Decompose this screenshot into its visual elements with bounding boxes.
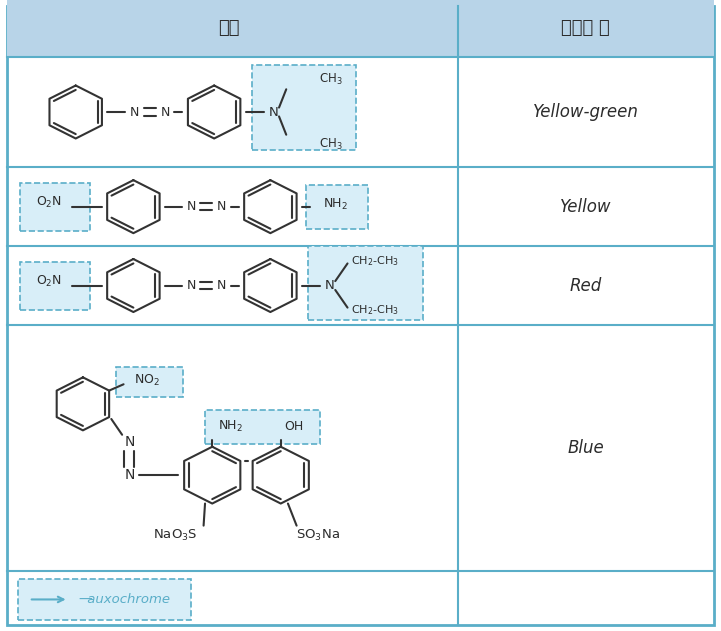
Text: N: N	[268, 105, 278, 119]
Bar	[205, 410, 320, 444]
Bar	[18, 579, 191, 620]
Text: Yellow-green: Yellow-green	[533, 103, 639, 121]
Text: NH$_2$: NH$_2$	[323, 198, 348, 212]
Text: N: N	[186, 200, 196, 213]
Text: O$_2$N: O$_2$N	[36, 274, 62, 289]
Text: Blue: Blue	[567, 439, 604, 457]
Text: CH$_3$: CH$_3$	[319, 73, 342, 87]
Bar	[20, 182, 90, 230]
Text: N: N	[124, 468, 135, 482]
Text: NH$_2$: NH$_2$	[218, 419, 243, 434]
Bar	[116, 367, 183, 397]
Bar	[306, 184, 368, 228]
Text: 구조: 구조	[218, 20, 239, 37]
Text: —: —	[79, 593, 97, 606]
Text: Red: Red	[570, 276, 602, 295]
Text: N: N	[216, 200, 226, 213]
Text: NO$_2$: NO$_2$	[134, 373, 160, 388]
Bar	[20, 261, 90, 309]
Text: N: N	[160, 105, 170, 119]
Bar	[7, 0, 714, 57]
Text: CH$_2$-CH$_3$: CH$_2$-CH$_3$	[351, 304, 399, 317]
Text: 관찰된 색: 관찰된 색	[562, 20, 610, 37]
Text: CH$_2$-CH$_3$: CH$_2$-CH$_3$	[351, 254, 399, 268]
Text: CH$_3$: CH$_3$	[319, 137, 342, 151]
Text: auxochrome: auxochrome	[83, 593, 170, 606]
Text: SO$_3$Na: SO$_3$Na	[296, 528, 340, 543]
Text: N: N	[324, 279, 335, 292]
Bar	[308, 246, 423, 320]
Text: Yellow: Yellow	[560, 198, 611, 216]
Text: N: N	[130, 105, 140, 119]
Text: OH: OH	[284, 420, 304, 433]
Text: N: N	[186, 279, 196, 292]
Text: N: N	[216, 279, 226, 292]
Text: NaO$_3$S: NaO$_3$S	[153, 528, 197, 543]
Text: N: N	[124, 435, 135, 449]
Text: O$_2$N: O$_2$N	[36, 196, 62, 210]
Bar	[252, 65, 356, 150]
